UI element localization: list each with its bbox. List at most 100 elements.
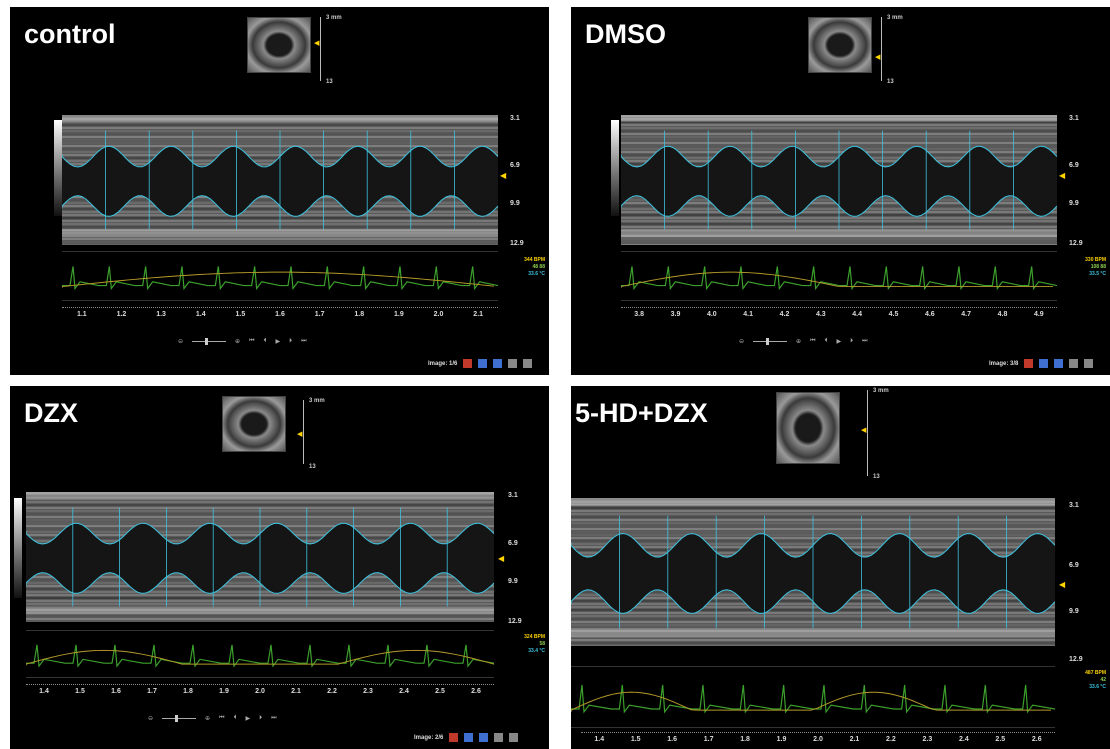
skip-forward-icon[interactable]: ⏭ [271, 714, 277, 721]
time-tick-label: 2.4 [958, 736, 969, 743]
play-icon[interactable]: ▶ [245, 714, 251, 722]
zoom-out-icon[interactable]: ⊖ [739, 337, 745, 345]
play-icon[interactable]: ▶ [836, 337, 842, 345]
depth-marker-icon: ◀ [297, 430, 303, 438]
depth-label: 9.9 [510, 200, 520, 207]
step-back-icon[interactable]: ⏴ [233, 714, 237, 721]
mmode-trace [62, 115, 498, 245]
export-icon[interactable] [449, 733, 459, 742]
layout-icon[interactable] [1084, 359, 1094, 368]
time-tick-label: 2.0 [433, 311, 444, 318]
time-tick-label: 1.6 [111, 688, 121, 695]
time-tick-label: 2.0 [813, 736, 823, 743]
time-tick-label: 4.1 [743, 311, 754, 318]
zoom-in-icon[interactable]: ⊕ [796, 337, 802, 345]
compare-icon[interactable] [508, 359, 518, 368]
depth-label: 3.1 [1069, 115, 1079, 122]
mmode-image [26, 492, 494, 622]
time-tick-label: 1.1 [76, 311, 87, 318]
grayscale-bar [611, 120, 619, 216]
time-tick-label: 4.9 [1033, 311, 1044, 318]
scale-bottom-label: 13 [887, 79, 894, 85]
ecg-trace [26, 630, 494, 678]
time-tick-label: 1.9 [219, 688, 229, 695]
resp-rate: 48 88 [532, 264, 545, 270]
panel-control: control 3 mm ◀ 13 3.1 6.9 ◀ 9.9 12.9 344… [10, 7, 549, 375]
temperature: 33.4 °C [528, 648, 545, 654]
depth-marker-icon: ◀ [500, 171, 507, 180]
scale-top-label: 3 mm [309, 398, 325, 404]
panel-dmso: DMSO 3 mm ◀ 13 3.1 6.9 ◀ 9.9 12.9 330 BP… [571, 7, 1110, 375]
step-back-icon[interactable]: ⏴ [263, 337, 267, 344]
copy-icon[interactable] [478, 359, 488, 368]
time-tick-label: 3.8 [634, 311, 645, 318]
time-tick-label: 4.5 [888, 311, 899, 318]
step-forward-icon[interactable]: ⏵ [259, 714, 263, 721]
save-icon[interactable] [493, 359, 503, 368]
mmode-trace [26, 492, 494, 622]
depth-marker-icon: ◀ [1059, 171, 1066, 180]
panel-title: DMSO [585, 19, 666, 49]
layout-icon[interactable] [509, 733, 519, 742]
export-icon[interactable] [1024, 359, 1034, 368]
compare-icon[interactable] [1069, 359, 1079, 368]
skip-forward-icon[interactable]: ⏭ [301, 337, 307, 344]
skip-back-icon[interactable]: ⏮ [219, 714, 225, 721]
copy-icon[interactable] [464, 733, 474, 742]
save-icon[interactable] [479, 733, 489, 742]
export-icon[interactable] [463, 359, 473, 368]
ecg-waveform [571, 684, 1055, 714]
compare-icon[interactable] [494, 733, 504, 742]
resp-rate: 42 [1100, 677, 1106, 683]
copy-icon[interactable] [1039, 359, 1049, 368]
resp-rate: 58 [539, 641, 545, 647]
time-tick-label: 1.5 [75, 688, 85, 695]
time-tick-label: 1.5 [235, 311, 246, 318]
layout-icon[interactable] [523, 359, 533, 368]
zoom-out-icon[interactable]: ⊖ [148, 714, 154, 722]
ecg-trace [62, 251, 498, 301]
depth-label: 9.9 [1069, 608, 1079, 615]
temperature: 33.6 °C [528, 271, 545, 277]
time-tick-label: 1.6 [275, 311, 285, 318]
slider-knob[interactable] [175, 714, 179, 722]
bmode-thumbnail [247, 17, 311, 73]
zoom-in-icon[interactable]: ⊕ [205, 714, 211, 722]
zoom-in-icon[interactable]: ⊕ [235, 337, 241, 345]
save-icon[interactable] [1054, 359, 1064, 368]
skip-forward-icon[interactable]: ⏭ [862, 337, 868, 344]
zoom-slider[interactable] [753, 337, 788, 345]
step-forward-icon[interactable]: ⏵ [289, 337, 293, 344]
scale-top-label: 3 mm [887, 15, 903, 21]
skip-back-icon[interactable]: ⏮ [249, 337, 255, 344]
time-tick-label: 1.5 [630, 736, 641, 743]
zoom-slider[interactable] [192, 337, 227, 345]
time-tick-label: 4.4 [852, 311, 863, 318]
time-axis: 1.4 1.5 1.6 1.7 1.8 1.9 2.0 2.1 2.2 2.3 2.4 2.5 2.6 [581, 732, 1055, 748]
image-counter: Image: 2/6 [414, 734, 444, 741]
slider-knob[interactable] [205, 337, 209, 345]
time-tick-label: 4.0 [706, 311, 717, 318]
zoom-slider[interactable] [162, 714, 197, 722]
resp-rate: 108 88 [1090, 264, 1106, 270]
ecg-trace [571, 666, 1055, 728]
grayscale-bar [54, 120, 62, 216]
panel-5hd-dzx: 5-HD+DZX 3 mm ◀ 13 3.1 6.9 ◀ 9.9 12.9 48… [571, 386, 1110, 749]
time-tick-label: 1.6 [667, 736, 678, 743]
vitals-readout: 330 BPM 108 88 33.5 °C [1064, 257, 1106, 278]
time-axis: 3.8 3.9 4.0 4.1 4.2 4.3 4.4 4.5 4.6 4.7 4.8 4.9 [621, 307, 1057, 323]
heart-rate: 324 BPM [524, 634, 545, 640]
zoom-out-icon[interactable]: ⊖ [178, 337, 184, 345]
play-icon[interactable]: ▶ [275, 337, 281, 345]
time-tick-label: 1.8 [183, 688, 193, 695]
skip-back-icon[interactable]: ⏮ [810, 337, 816, 344]
slider-knob[interactable] [766, 337, 770, 345]
depth-label: 3.1 [508, 492, 518, 499]
depth-marker-icon: ◀ [1059, 580, 1066, 589]
temperature: 33.6 °C [1089, 684, 1106, 690]
time-axis: 1.1 1.2 1.3 1.4 1.5 1.6 1.7 1.8 1.9 2.0 2.1 [62, 307, 498, 323]
step-forward-icon[interactable]: ⏵ [850, 337, 854, 344]
ecg-waveform [62, 266, 498, 291]
time-tick-label: 4.2 [779, 311, 790, 318]
step-back-icon[interactable]: ⏴ [824, 337, 828, 344]
